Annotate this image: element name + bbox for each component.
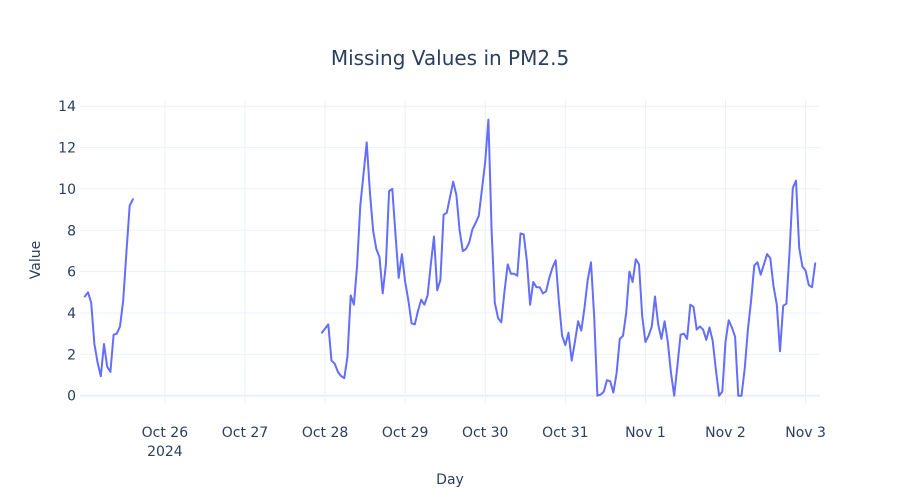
- x-tick-label: Oct 29: [382, 425, 428, 441]
- y-tick-label: 4: [67, 306, 76, 322]
- grid-layer: [80, 100, 820, 404]
- x-tick-label: Nov 1: [625, 425, 666, 441]
- x-tick-label: Oct 30: [462, 425, 508, 441]
- series-line: [320, 118, 817, 397]
- x-ticks: Oct 26 2024 Oct 27 Oct 28 Oct 29 Oct 30 Oct 31…: [142, 425, 826, 460]
- y-tick-label: 6: [67, 265, 76, 281]
- y-tick-label: 10: [58, 182, 76, 198]
- y-tick-label: 2: [67, 347, 76, 363]
- y-ticks: 0 2 4 6 8 10 12 14: [58, 99, 76, 405]
- chart-title: Missing Values in PM2.5: [331, 46, 569, 70]
- x-axis-title: Day: [436, 472, 464, 488]
- y-axis-title: Value: [28, 241, 44, 279]
- series-layer: [83, 118, 817, 397]
- series-line: [83, 198, 134, 378]
- y-tick-label: 14: [58, 99, 76, 115]
- x-tick-label: Oct 27: [222, 425, 268, 441]
- y-tick-label: 12: [58, 141, 76, 157]
- x-tick-sublabel: 2024: [147, 444, 183, 460]
- x-tick-label: Oct 28: [302, 425, 348, 441]
- y-tick-label: 0: [67, 389, 76, 405]
- x-tick-label: Oct 26: [142, 425, 189, 441]
- y-tick-label: 8: [67, 223, 76, 239]
- x-tick-label: Nov 3: [785, 425, 826, 441]
- x-tick-label: Oct 31: [542, 425, 588, 441]
- x-tick-label: Nov 2: [705, 425, 746, 441]
